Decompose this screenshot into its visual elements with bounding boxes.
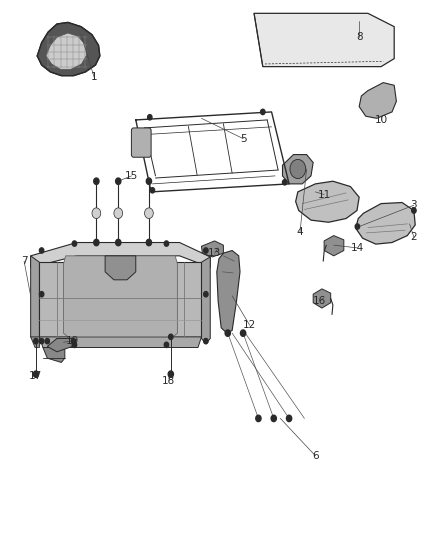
Text: 13: 13	[208, 248, 221, 258]
Polygon shape	[39, 337, 201, 348]
Text: 11: 11	[318, 190, 331, 199]
Text: 17: 17	[28, 371, 42, 381]
Circle shape	[116, 239, 121, 246]
Polygon shape	[313, 289, 331, 308]
Polygon shape	[296, 181, 359, 222]
Polygon shape	[359, 83, 396, 118]
Polygon shape	[254, 13, 394, 67]
Polygon shape	[47, 338, 72, 352]
Polygon shape	[43, 348, 65, 362]
Circle shape	[39, 292, 44, 297]
Circle shape	[164, 342, 169, 348]
Polygon shape	[31, 256, 39, 342]
Circle shape	[94, 178, 99, 184]
Circle shape	[145, 208, 153, 219]
Circle shape	[168, 371, 173, 377]
FancyBboxPatch shape	[131, 128, 151, 157]
Circle shape	[146, 239, 152, 246]
Text: 2: 2	[410, 232, 417, 242]
Text: 18: 18	[162, 376, 175, 386]
Circle shape	[204, 248, 208, 253]
Polygon shape	[324, 236, 344, 256]
Polygon shape	[46, 33, 87, 69]
Circle shape	[33, 371, 39, 377]
Polygon shape	[39, 262, 201, 337]
Circle shape	[39, 248, 44, 253]
Circle shape	[116, 178, 121, 184]
Text: 3: 3	[410, 200, 417, 210]
Text: 4: 4	[297, 227, 304, 237]
Circle shape	[240, 330, 246, 336]
Circle shape	[271, 415, 276, 422]
Circle shape	[72, 241, 77, 246]
Circle shape	[290, 159, 306, 179]
Circle shape	[148, 115, 152, 120]
Text: 15: 15	[125, 171, 138, 181]
Polygon shape	[31, 337, 39, 348]
Circle shape	[34, 338, 38, 344]
Circle shape	[225, 330, 230, 336]
Circle shape	[283, 180, 287, 185]
Polygon shape	[201, 241, 223, 257]
Circle shape	[92, 208, 101, 219]
Polygon shape	[283, 155, 313, 184]
Polygon shape	[37, 22, 100, 76]
Polygon shape	[201, 257, 210, 344]
Circle shape	[39, 338, 44, 344]
Text: 1: 1	[91, 72, 98, 82]
Polygon shape	[64, 256, 177, 337]
Circle shape	[355, 224, 360, 229]
Text: 7: 7	[21, 256, 28, 266]
Circle shape	[169, 334, 173, 340]
Text: 14: 14	[350, 243, 364, 253]
Circle shape	[286, 415, 292, 422]
Text: 19: 19	[66, 336, 79, 346]
Text: 5: 5	[240, 134, 247, 143]
Circle shape	[45, 338, 49, 344]
Circle shape	[164, 241, 169, 246]
Circle shape	[256, 415, 261, 422]
Circle shape	[94, 239, 99, 246]
Circle shape	[72, 342, 77, 348]
Circle shape	[146, 178, 152, 184]
Polygon shape	[217, 251, 240, 333]
Text: 8: 8	[356, 33, 363, 42]
Circle shape	[71, 338, 76, 344]
Polygon shape	[356, 203, 415, 244]
Text: 12: 12	[243, 320, 256, 330]
Text: 6: 6	[312, 451, 319, 461]
Circle shape	[412, 208, 416, 213]
Circle shape	[150, 188, 155, 193]
Polygon shape	[105, 256, 136, 280]
Circle shape	[204, 292, 208, 297]
Circle shape	[114, 208, 123, 219]
Circle shape	[204, 338, 208, 344]
Text: 10: 10	[374, 115, 388, 125]
Circle shape	[261, 109, 265, 115]
Polygon shape	[31, 243, 210, 268]
Text: 16: 16	[313, 296, 326, 306]
